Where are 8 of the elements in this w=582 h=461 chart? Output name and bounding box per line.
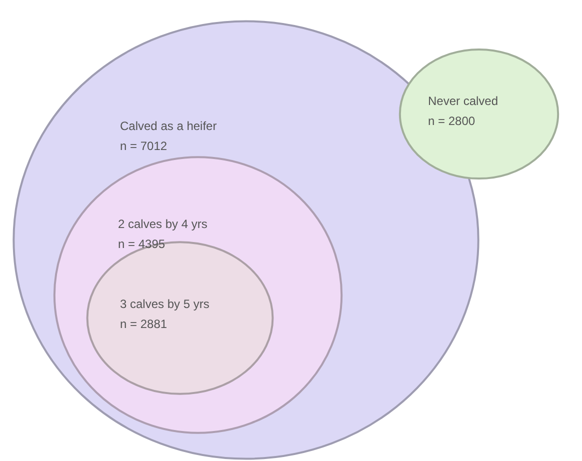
data-label: n = 2800 [428, 114, 476, 128]
category-label: 3 calves by 5 yrs [120, 297, 210, 311]
category-label: Never calved [428, 94, 498, 108]
category-label: Calved as a heifer [120, 119, 217, 133]
data-label: n = 2881 [120, 317, 168, 331]
data-label: n = 4395 [118, 237, 166, 251]
category-label: 2 calves by 4 yrs [118, 217, 208, 231]
data-label: n = 7012 [120, 139, 168, 153]
